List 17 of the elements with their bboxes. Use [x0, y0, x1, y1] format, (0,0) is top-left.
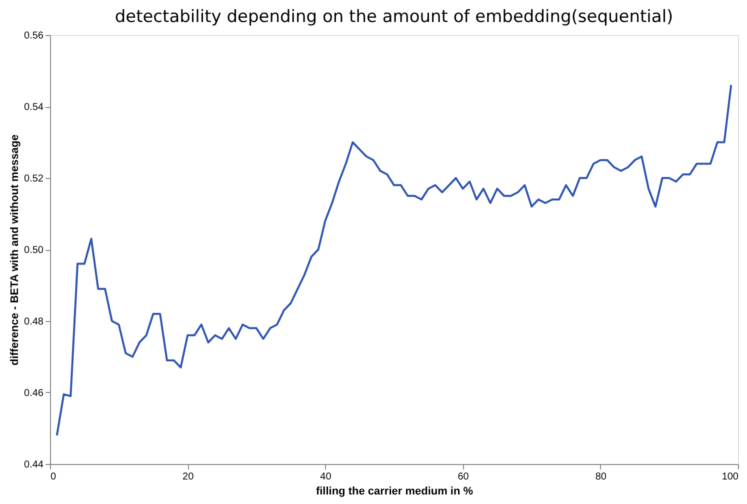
x-tick-label: 0	[50, 472, 56, 482]
y-tick-label: 0.50	[24, 245, 44, 256]
y-axis-title: difference - BETA with and without message	[9, 134, 22, 366]
x-tick-label: 40	[320, 472, 332, 482]
x-tick-label: 60	[458, 472, 470, 482]
x-axis-title: filling the carrier medium in %	[316, 486, 474, 498]
line-series	[56, 84, 732, 436]
x-tick-label: 100	[722, 472, 739, 482]
chart-title: detectability depending on the amount of embedding(sequential)	[114, 7, 674, 27]
x-tick-label: 20	[182, 472, 194, 482]
y-tick-label: 0.46	[24, 388, 44, 399]
y-tick-label: 0.52	[24, 174, 44, 184]
y-tick-label: 0.44	[24, 460, 44, 470]
x-tick-label: 80	[595, 472, 607, 482]
y-tick-label: 0.54	[24, 102, 44, 113]
y-tick-label: 0.48	[24, 316, 44, 328]
y-tick-label: 0.56	[24, 30, 44, 42]
